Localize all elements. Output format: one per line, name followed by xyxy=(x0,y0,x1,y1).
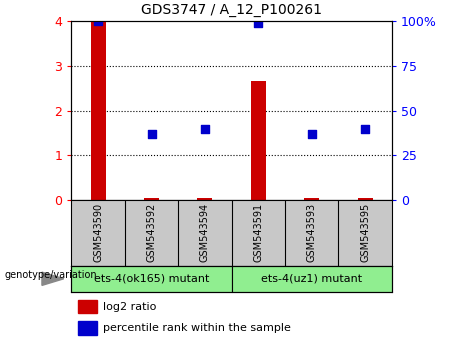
Text: ets-4(uz1) mutant: ets-4(uz1) mutant xyxy=(261,274,362,284)
Bar xyxy=(231,266,392,292)
Text: GSM543590: GSM543590 xyxy=(93,203,103,262)
Text: ets-4(ok165) mutant: ets-4(ok165) mutant xyxy=(94,274,209,284)
Title: GDS3747 / A_12_P100261: GDS3747 / A_12_P100261 xyxy=(141,4,322,17)
Text: GSM543593: GSM543593 xyxy=(307,203,317,262)
Bar xyxy=(144,198,159,200)
Text: log2 ratio: log2 ratio xyxy=(103,302,157,312)
Bar xyxy=(78,321,97,335)
Bar xyxy=(197,198,213,200)
Point xyxy=(254,20,262,26)
Bar xyxy=(251,81,266,200)
Text: GSM543594: GSM543594 xyxy=(200,203,210,262)
Bar xyxy=(78,300,97,313)
Text: genotype/variation: genotype/variation xyxy=(5,270,97,280)
Point xyxy=(95,18,102,24)
Text: percentile rank within the sample: percentile rank within the sample xyxy=(103,323,291,333)
Point xyxy=(361,126,369,131)
Text: GSM543595: GSM543595 xyxy=(360,203,370,262)
Point xyxy=(308,131,315,137)
Bar xyxy=(91,21,106,200)
Text: GSM543592: GSM543592 xyxy=(147,203,157,262)
Polygon shape xyxy=(42,272,64,285)
Text: GSM543591: GSM543591 xyxy=(254,203,263,262)
Bar xyxy=(304,198,319,200)
Bar xyxy=(71,266,231,292)
Point xyxy=(201,126,209,131)
Point xyxy=(148,131,155,137)
Bar xyxy=(358,198,372,200)
